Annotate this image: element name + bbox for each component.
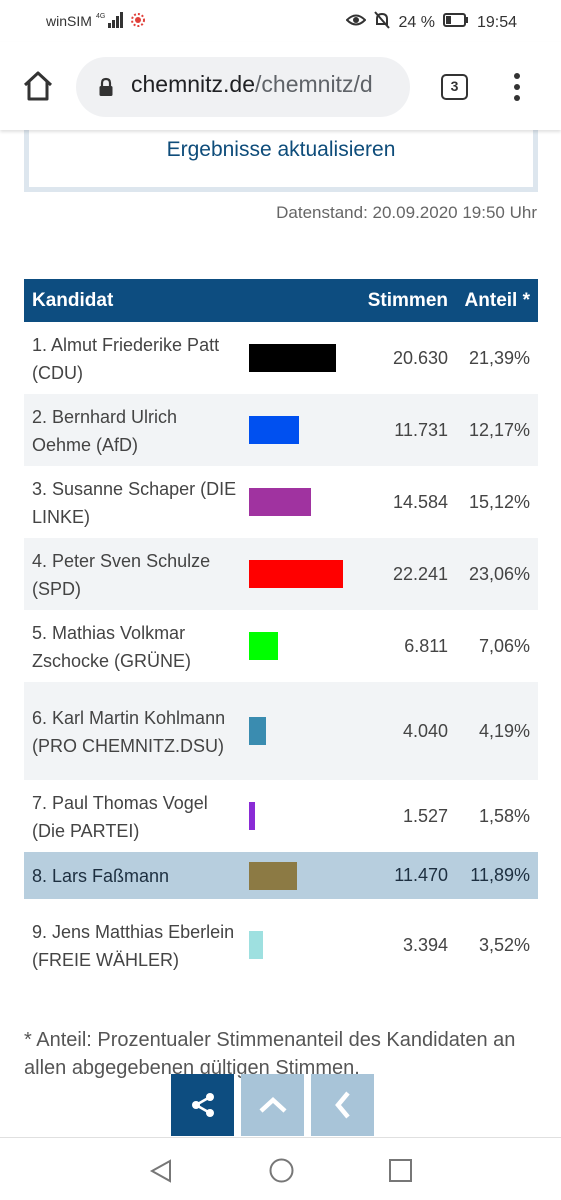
nav-recent-icon[interactable] bbox=[388, 1158, 413, 1188]
share-bar bbox=[249, 717, 266, 745]
url-host: chemnitz.de bbox=[131, 71, 256, 97]
recording-icon bbox=[130, 12, 146, 33]
share-bar bbox=[249, 632, 278, 660]
eye-icon bbox=[346, 13, 367, 32]
table-row: 8. Lars Faßmann 11.470 11,89% bbox=[24, 852, 538, 899]
signal-icon: 4G bbox=[96, 11, 126, 34]
share-icon[interactable] bbox=[171, 1074, 234, 1136]
floating-actions bbox=[171, 1074, 374, 1136]
header-votes: Stimmen bbox=[359, 279, 456, 322]
vote-share: 4,19% bbox=[456, 682, 538, 780]
share-bar-cell bbox=[249, 538, 359, 610]
share-bar bbox=[249, 488, 311, 516]
table-row: 5. Mathias Volkmar Zschocke (GRÜNE) 6.811… bbox=[24, 610, 538, 682]
candidate-name: 4. Peter Sven Schulze (SPD) bbox=[24, 538, 249, 610]
vote-count: 20.630 bbox=[392, 347, 448, 368]
vote-share: 21,39% bbox=[468, 347, 530, 368]
refresh-results-link[interactable]: Ergebnisse aktualisieren bbox=[166, 138, 396, 161]
chevron-left-icon[interactable] bbox=[311, 1074, 374, 1136]
status-right: 24 % 19:54 bbox=[346, 11, 517, 34]
vote-share: 3,52% bbox=[478, 934, 530, 955]
table-row: 6. Karl Martin Kohlmann (PRO CHEMNITZ.DS… bbox=[24, 682, 538, 780]
vote-share: 7,06% bbox=[478, 635, 530, 656]
browser-toolbar: chemnitz.de/chemnitz/d 3 bbox=[0, 42, 561, 130]
more-vert-icon[interactable] bbox=[505, 70, 529, 104]
url-text: chemnitz.de/chemnitz/d bbox=[131, 71, 373, 98]
share-bar-cell bbox=[249, 610, 359, 682]
tab-switcher-button[interactable]: 3 bbox=[441, 74, 468, 100]
battery-icon bbox=[442, 13, 469, 32]
share-bar bbox=[249, 931, 263, 959]
vote-count: 6.811 bbox=[404, 635, 448, 656]
nav-back-icon[interactable] bbox=[148, 1158, 174, 1189]
vote-share: 15,12% bbox=[468, 491, 530, 512]
chevron-up-icon[interactable] bbox=[241, 1074, 304, 1136]
carrier-label: winSIM bbox=[46, 13, 92, 29]
vote-count: 4.040 bbox=[359, 682, 456, 780]
header-candidate: Kandidat bbox=[24, 279, 249, 322]
vote-count: 14.584 bbox=[392, 491, 448, 512]
share-bar-cell bbox=[249, 899, 359, 991]
candidate-name: 9. Jens Matthias Eberlein (FREIE WÄHLER) bbox=[32, 921, 235, 970]
network-label: 4G bbox=[96, 13, 105, 20]
vote-share: 11,89% bbox=[456, 852, 538, 899]
candidate-name: 1. Almut Friederike Patt (CDU) bbox=[32, 334, 220, 383]
vote-count: 22.241 bbox=[359, 538, 456, 610]
vote-share: 1,58% bbox=[478, 805, 530, 826]
battery-percent: 24 % bbox=[398, 13, 435, 31]
candidate-name: 2. Bernhard Ulrich Oehme (AfD) bbox=[24, 394, 249, 466]
results-table: Kandidat Stimmen Anteil * 1. Almut Fried… bbox=[24, 279, 538, 991]
table-header: Kandidat Stimmen Anteil * bbox=[24, 279, 538, 322]
table-row: 2. Bernhard Ulrich Oehme (AfD) 11.731 12,1… bbox=[24, 394, 538, 466]
share-bar-cell bbox=[249, 682, 359, 780]
header-share: Anteil * bbox=[456, 279, 538, 322]
share-bar-cell bbox=[249, 394, 359, 466]
share-bar bbox=[249, 861, 297, 890]
table-row: 3. Susanne Schaper (DIE LINKE) 14.584 15,1… bbox=[24, 466, 538, 538]
vote-count: 1.527 bbox=[402, 805, 448, 826]
candidate-name: 8. Lars Faßmann bbox=[24, 852, 249, 899]
candidate-name: 7. Paul Thomas Vogel (Die PARTEI) bbox=[32, 792, 208, 841]
share-bar-cell bbox=[249, 852, 359, 899]
vote-share: 12,17% bbox=[456, 394, 538, 466]
table-row: 7. Paul Thomas Vogel (Die PARTEI) 1.527 1,… bbox=[24, 780, 538, 852]
vote-share: 23,06% bbox=[456, 538, 538, 610]
vote-count: 3.394 bbox=[402, 934, 448, 955]
footnote: * Anteil: Prozentualer Stimmenanteil des… bbox=[24, 1029, 516, 1079]
table-row: 9. Jens Matthias Eberlein (FREIE WÄHLER)… bbox=[24, 899, 538, 991]
candidate-name: 5. Mathias Volkmar Zschocke (GRÜNE) bbox=[32, 622, 192, 671]
clock: 19:54 bbox=[476, 13, 517, 31]
table-row: 4. Peter Sven Schulze (SPD) 22.241 23,06% bbox=[24, 538, 538, 610]
share-bar-cell bbox=[249, 466, 359, 538]
share-bar bbox=[249, 416, 299, 444]
mute-bell-icon bbox=[374, 11, 391, 34]
data-timestamp: Datenstand: 20.09.2020 19:50 Uhr bbox=[276, 203, 537, 222]
status-bar: winSIM 4G 24 % 19:54 bbox=[0, 0, 561, 42]
android-nav-bar bbox=[0, 1137, 561, 1200]
lock-icon bbox=[98, 77, 114, 102]
header-bar bbox=[249, 279, 359, 322]
share-bar-cell bbox=[249, 780, 359, 852]
nav-home-icon[interactable] bbox=[268, 1157, 295, 1189]
share-bar bbox=[249, 344, 336, 372]
candidate-name: 6. Karl Martin Kohlmann (PRO CHEMNITZ.DS… bbox=[24, 682, 249, 780]
share-bar-cell bbox=[249, 322, 359, 394]
url-path: /chemnitz/d bbox=[255, 71, 373, 97]
candidate-name: 3. Susanne Schaper (DIE LINKE) bbox=[32, 478, 237, 527]
vote-count: 11.731 bbox=[359, 394, 456, 466]
share-bar bbox=[249, 560, 343, 588]
table-row: 1. Almut Friederike Patt (CDU) 20.630 21,3… bbox=[24, 322, 538, 394]
vote-count: 11.470 bbox=[359, 852, 456, 899]
home-icon[interactable] bbox=[20, 68, 56, 104]
url-bar[interactable]: chemnitz.de/chemnitz/d bbox=[76, 57, 410, 117]
share-bar bbox=[249, 802, 255, 830]
